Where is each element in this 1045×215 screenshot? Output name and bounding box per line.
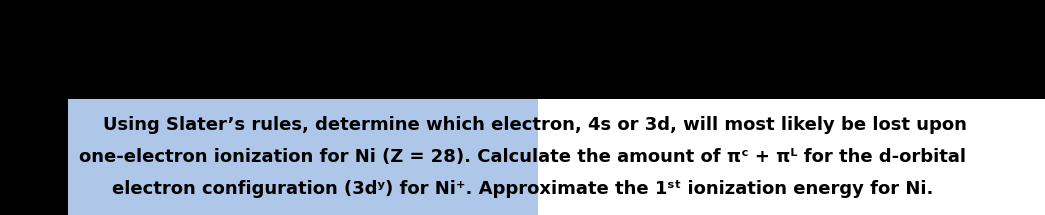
Bar: [0, 99, 1045, 215]
Text: Using Slater’s rules, determine which electron, 4s or 3d, will most likely be lo: Using Slater’s rules, determine which el…: [78, 116, 967, 134]
Text: one-electron ionization for Ni (Z = 28). Calculate the amount of πᶜ + πᴸ for the: one-electron ionization for Ni (Z = 28).…: [79, 148, 966, 166]
Bar: [0, 99, 68, 215]
Text: electron configuration (3dʸ) for Ni⁺. Approximate the 1ˢᵗ ionization energy for : electron configuration (3dʸ) for Ni⁺. Ap…: [112, 180, 933, 198]
Bar: [68, 99, 538, 215]
